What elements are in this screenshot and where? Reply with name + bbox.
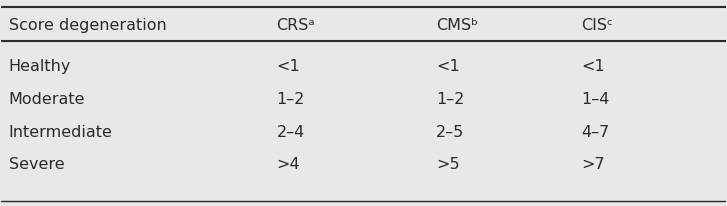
Text: <1: <1 [436, 59, 459, 74]
Text: 1–4: 1–4 [581, 91, 609, 107]
Text: <1: <1 [276, 59, 300, 74]
Text: Score degeneration: Score degeneration [9, 18, 166, 33]
Text: Healthy: Healthy [9, 59, 71, 74]
Text: 2–4: 2–4 [276, 124, 305, 139]
Text: 2–5: 2–5 [436, 124, 464, 139]
Text: <1: <1 [581, 59, 605, 74]
Text: >4: >4 [276, 157, 300, 171]
Text: Intermediate: Intermediate [9, 124, 113, 139]
Text: CISᶜ: CISᶜ [581, 18, 613, 33]
Text: 1–2: 1–2 [276, 91, 305, 107]
Text: 1–2: 1–2 [436, 91, 465, 107]
Text: >7: >7 [581, 157, 604, 171]
Text: Severe: Severe [9, 157, 64, 171]
Text: CRSᵃ: CRSᵃ [276, 18, 316, 33]
Text: 4–7: 4–7 [581, 124, 609, 139]
Text: >5: >5 [436, 157, 459, 171]
Text: Moderate: Moderate [9, 91, 85, 107]
Text: CMSᵇ: CMSᵇ [436, 18, 478, 33]
